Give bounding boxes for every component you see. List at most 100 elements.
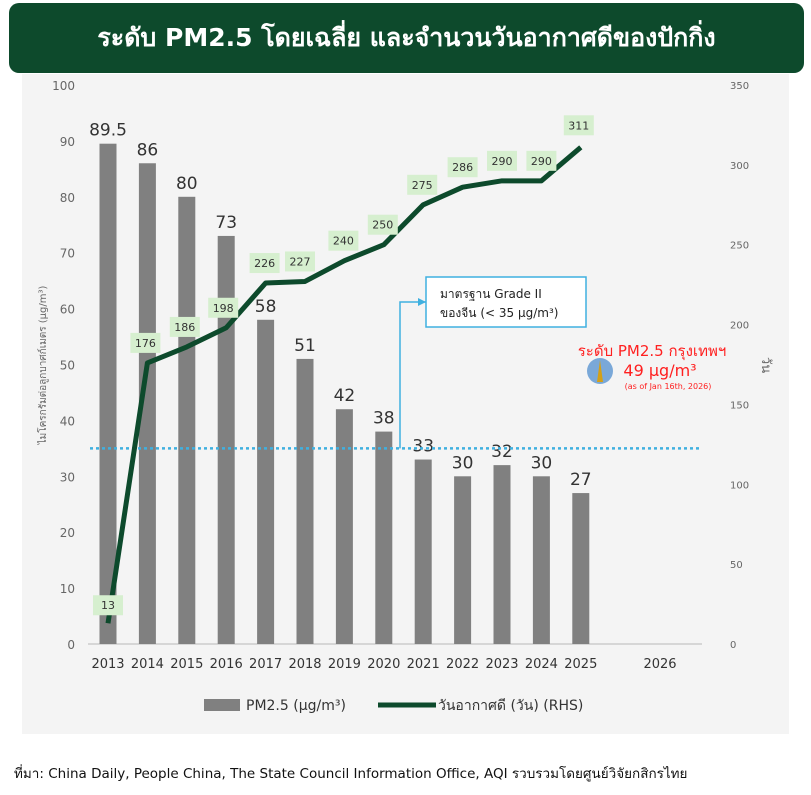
- bar-label: 30: [531, 453, 553, 473]
- line-point-label: 227: [290, 255, 311, 268]
- bar: [335, 409, 353, 644]
- bar: [454, 476, 472, 644]
- x-tick-label: 2019: [328, 657, 361, 672]
- y-tick-label: 50: [60, 359, 75, 373]
- bar-label: 32: [491, 442, 513, 462]
- y-right-tick-label: 150: [730, 400, 749, 411]
- bar-label: 86: [137, 140, 159, 160]
- x-tick-label: 2020: [367, 657, 400, 672]
- line-point-label: 286: [452, 161, 473, 174]
- line-series: [105, 145, 583, 624]
- bar-label: 58: [255, 297, 277, 317]
- line-point-label: 290: [531, 155, 552, 168]
- line-point-label: 275: [412, 179, 433, 192]
- bkk-annotation-1: ระดับ PM2.5 กรุงเทพฯ: [578, 342, 727, 361]
- bar-label: 33: [412, 437, 434, 457]
- y-tick-label: 0: [67, 638, 75, 652]
- bar: [532, 476, 550, 644]
- x-tick-label: 2015: [170, 657, 203, 672]
- y-axis-label: ไมโครกรัมต่อลูกบาศก์เมตร (μg/m³): [36, 286, 49, 446]
- y-right-axis-label: วัน: [758, 357, 773, 373]
- y-right-tick-label: 200: [730, 321, 749, 332]
- bar: [572, 493, 590, 644]
- line-point-label-bg: [526, 150, 557, 171]
- bar-label: 89.5: [89, 121, 127, 141]
- x-tick-label: 2017: [249, 657, 282, 672]
- x-tick-label: 2025: [564, 657, 597, 672]
- bar: [375, 431, 393, 644]
- bar-label: 30: [452, 453, 474, 473]
- threshold-callout: [425, 276, 587, 328]
- source-note: ที่มา: China Daily, People China, The St…: [14, 766, 688, 782]
- line-point-label-bg: [93, 595, 123, 616]
- y-tick-label: 90: [60, 135, 75, 149]
- line-point-label: 186: [174, 321, 195, 334]
- bar-label: 27: [570, 470, 592, 490]
- x-tick-label: 2013: [91, 657, 124, 672]
- y-right-tick-label: 300: [730, 161, 749, 172]
- bar: [493, 465, 511, 644]
- legend-bar-swatch: [204, 699, 240, 711]
- bar: [257, 319, 275, 644]
- y-right-tick-label: 350: [730, 81, 749, 92]
- y-right-tick-label: 250: [730, 241, 749, 252]
- x-tick-label: 2024: [525, 657, 558, 672]
- bar-label: 42: [334, 386, 356, 406]
- legend-bar-label: PM2.5 (μg/m³): [246, 698, 346, 714]
- line-point-label: 226: [254, 257, 275, 270]
- line-point-label-bg: [285, 251, 315, 272]
- temple-spire: [597, 360, 603, 382]
- line-point-label-bg: [208, 297, 239, 318]
- x-tick-label: 2023: [485, 657, 518, 672]
- line-point-label: 250: [372, 219, 393, 232]
- line-point-label-bg: [367, 214, 398, 235]
- bar: [296, 358, 314, 644]
- y-tick-label: 10: [60, 582, 75, 596]
- y-tick-label: 80: [60, 191, 75, 205]
- y-right-tick-label: 100: [730, 480, 749, 491]
- x-tick-label: 2016: [210, 657, 243, 672]
- line-point-label: 240: [333, 235, 354, 248]
- y-tick-label: 30: [60, 470, 75, 484]
- line-point-label-bg: [169, 316, 200, 337]
- y-tick-label: 20: [60, 526, 75, 540]
- x-tick-label: 2026: [643, 657, 676, 672]
- line-point-label-bg: [249, 253, 280, 274]
- chart-title: ระดับ PM2.5 โดยเฉลี่ย และจำนวนวันอากาศดี…: [9, 3, 804, 73]
- line-point-label: 13: [101, 599, 115, 612]
- line-point-label-bg: [328, 230, 359, 251]
- bar-label: 38: [373, 409, 395, 429]
- line-point-label-bg: [407, 174, 438, 195]
- x-tick-label: 2021: [407, 657, 440, 672]
- x-tick-label: 2022: [446, 657, 479, 672]
- line-point-label-bg: [130, 332, 161, 353]
- threshold-label-2: ของจีน (< 35 μg/m³): [440, 306, 558, 320]
- y-right-tick-label: 50: [730, 560, 743, 571]
- line-point-label: 311: [568, 119, 589, 132]
- bar: [99, 143, 117, 644]
- line-point-label: 176: [135, 337, 156, 350]
- y-right-tick-label: 0: [730, 640, 736, 651]
- line-point-label-bg: [447, 157, 478, 178]
- y-tick-label: 60: [60, 303, 75, 317]
- bkk-annotation-2: 49 μg/m³: [623, 361, 696, 380]
- threshold-connector: [399, 301, 426, 449]
- arrow-head: [418, 298, 426, 306]
- bar-label: 80: [176, 174, 198, 194]
- y-tick-label: 70: [60, 247, 75, 261]
- y-tick-label: 40: [60, 414, 75, 428]
- y-tick-label: 100: [52, 79, 75, 93]
- x-tick-label: 2014: [131, 657, 164, 672]
- x-tick-label: 2018: [288, 657, 321, 672]
- bar-label: 51: [294, 336, 316, 356]
- line-point-label-bg: [487, 150, 517, 171]
- legend-line-label: วันอากาศดี (วัน) (RHS): [438, 698, 583, 714]
- line-point-label: 290: [492, 155, 513, 168]
- bar: [414, 459, 432, 644]
- line-point-label-bg: [563, 115, 594, 136]
- bar-label: 73: [215, 213, 237, 233]
- line-point-label: 198: [213, 302, 234, 315]
- bar: [178, 196, 196, 645]
- threshold-label-1: มาตรฐาน Grade II: [440, 287, 542, 301]
